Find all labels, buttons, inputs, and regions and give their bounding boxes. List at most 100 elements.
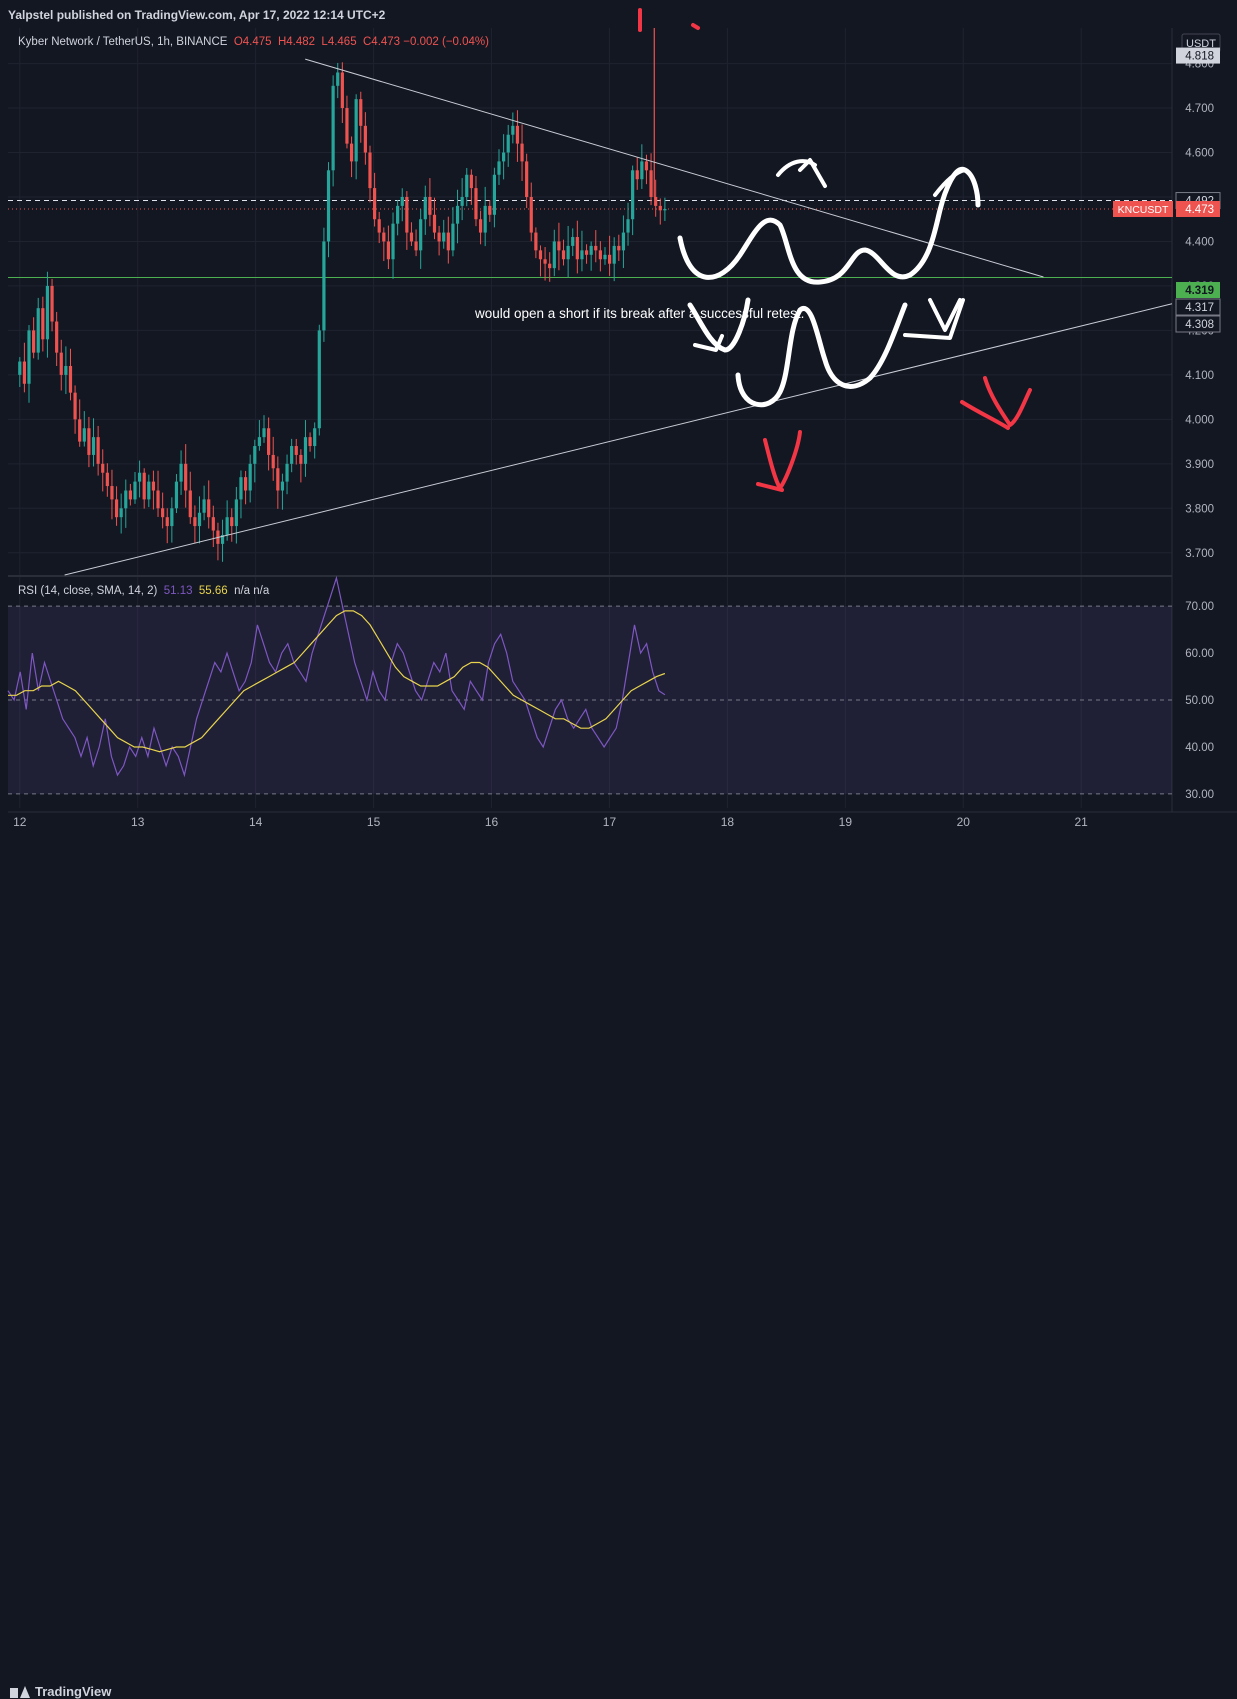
red-down-arrow-2-head: [960, 400, 1010, 430]
candle-body: [428, 196, 432, 215]
candle-body: [336, 72, 340, 86]
candle-body: [257, 437, 261, 447]
x-tick-label: 19: [839, 815, 853, 829]
legend-close: C4.473: [363, 36, 401, 48]
price-label-box: [1175, 315, 1221, 333]
candle-body: [391, 223, 395, 260]
arrow-down-head-1: [693, 334, 724, 352]
candle-body: [326, 170, 331, 242]
candle-body: [280, 481, 285, 491]
candle-body: [469, 174, 473, 189]
candle-body: [119, 508, 123, 518]
candle-body: [317, 330, 321, 429]
x-tick-label: 16: [485, 815, 499, 829]
candle-body: [386, 241, 391, 260]
rsi-y-tick-label: 40.00: [1185, 742, 1214, 754]
symbol-title: Kyber Network / TetherUS, 1h, BINANCE: [18, 36, 228, 48]
rsi-y-tick-label: 60.00: [1185, 648, 1214, 660]
candle-body: [594, 245, 598, 251]
candle-body: [363, 125, 367, 153]
candle-body: [626, 219, 630, 233]
candle-body: [32, 330, 36, 353]
candle-body: [197, 512, 202, 527]
candle-body: [649, 170, 653, 197]
candle-body: [50, 285, 54, 322]
candle-body: [18, 361, 22, 375]
candle-body: [552, 241, 556, 269]
candle-body: [36, 308, 40, 353]
price-label: 4.317: [1185, 302, 1214, 314]
candle-body: [631, 170, 635, 220]
candle-body: [488, 205, 492, 215]
y-tick-label: 4.700: [1185, 103, 1214, 115]
legend-low: L4.465: [321, 36, 357, 48]
candle-body: [170, 508, 174, 527]
candle-body: [179, 463, 183, 482]
candle-body: [635, 170, 639, 180]
candle-body: [151, 481, 156, 491]
candle-body: [534, 232, 538, 251]
candle-body: [220, 534, 225, 544]
arrow-up-head-right: [933, 168, 967, 197]
y-tick-label: 3.800: [1185, 503, 1214, 515]
top-bar: Yalpstel published on TradingView.com, A…: [0, 0, 1237, 28]
candle-body: [617, 245, 621, 251]
footer: TradingView: [0, 838, 1237, 1699]
candle-body: [589, 245, 593, 255]
candle-body: [506, 134, 510, 153]
candle-body: [359, 99, 363, 126]
scenario-path-down-2: [735, 302, 908, 408]
candle-body: [525, 161, 529, 197]
candle-body: [294, 446, 298, 455]
y-tick-label: 4.400: [1185, 236, 1214, 248]
candle-body: [207, 499, 211, 518]
rsi-y-tick-label: 30.00: [1185, 789, 1214, 801]
candle-body: [423, 196, 427, 220]
rsi-y-tick-label: 70.00: [1185, 601, 1214, 613]
candle-body: [460, 196, 464, 206]
candle-body: [607, 254, 612, 264]
y-tick-label: 3.900: [1185, 459, 1214, 471]
candle-body: [414, 241, 418, 251]
arrow-down-line: [903, 298, 965, 340]
y-tick-label: 4.600: [1185, 148, 1214, 160]
rsi-band-fill: [8, 606, 1172, 794]
x-tick-label: 21: [1075, 815, 1089, 829]
x-tick-label: 20: [957, 815, 971, 829]
candle-body: [124, 490, 128, 509]
candle-body: [419, 219, 423, 251]
rsi-value: 51.13: [163, 585, 193, 597]
symbol-tag-box: [1113, 200, 1173, 217]
candle-body: [202, 499, 206, 513]
tradingview-logo[interactable]: TradingView: [10, 1684, 111, 1699]
rsi-extra: n/a n/a: [234, 585, 270, 597]
rsi-sma-value: 55.66: [198, 585, 228, 597]
candle-body: [603, 254, 607, 260]
price-chart[interactable]: 12 13 14 15 16 17 18 19 20 21 3.700 3.800 3.900 4.000…: [0, 0, 1237, 838]
x-tick-label: 17: [603, 815, 617, 829]
candle-body: [105, 472, 109, 487]
candle-body: [68, 365, 73, 393]
candle-body: [234, 499, 238, 527]
trendline: [305, 58, 1044, 278]
candle-body: [515, 125, 520, 144]
candle-body: [156, 490, 160, 509]
rsi-label: RSI (14, close, SMA, 14, 2): [18, 585, 158, 597]
y-tick-label: 4.000: [1185, 414, 1214, 426]
candle-body: [497, 161, 501, 175]
candle-body: [543, 259, 547, 264]
candle-body: [322, 241, 326, 331]
price-label: 4.818: [1185, 51, 1214, 63]
candle-body: [230, 517, 234, 527]
rsi-y-tick-label: 50.00: [1185, 695, 1214, 707]
symbol-legend: Kyber Network / TetherUS, 1h, BINANCE O4…: [18, 36, 489, 48]
price-label-box: [1176, 200, 1220, 217]
candle-body: [349, 143, 354, 162]
candle-body: [511, 125, 515, 135]
legend-open: O4.475: [233, 36, 272, 48]
candle-body: [437, 232, 441, 242]
candle-body: [520, 143, 524, 162]
candle-body: [82, 428, 86, 442]
price-label-box: [1175, 298, 1221, 316]
candle-body: [432, 214, 437, 233]
